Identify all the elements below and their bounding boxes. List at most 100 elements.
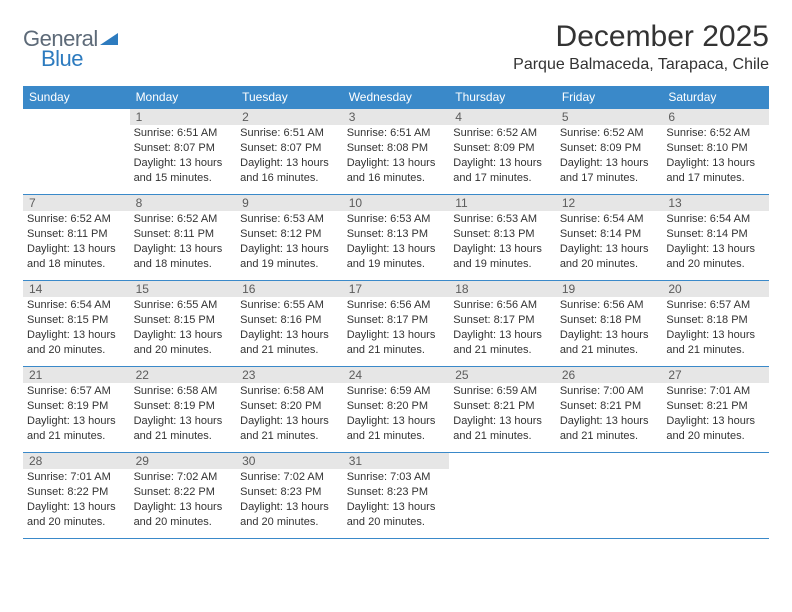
day-info: Sunrise: 6:52 AMSunset: 8:09 PMDaylight:…	[449, 125, 556, 187]
sunrise-text: Sunrise: 6:57 AM	[27, 384, 126, 399]
sunrise-text: Sunrise: 6:53 AM	[453, 212, 552, 227]
calendar-cell: 24Sunrise: 6:59 AMSunset: 8:20 PMDayligh…	[343, 367, 450, 453]
day-info: Sunrise: 7:00 AMSunset: 8:21 PMDaylight:…	[556, 383, 663, 445]
sunrise-text: Sunrise: 6:56 AM	[347, 298, 446, 313]
day-number: 17	[343, 281, 450, 297]
sunrise-text: Sunrise: 6:51 AM	[347, 126, 446, 141]
calendar-cell	[556, 453, 663, 539]
daylight-text: Daylight: 13 hours and 17 minutes.	[560, 156, 659, 186]
day-number: 5	[556, 109, 663, 125]
day-info: Sunrise: 6:52 AMSunset: 8:11 PMDaylight:…	[130, 211, 237, 273]
day-info: Sunrise: 6:56 AMSunset: 8:17 PMDaylight:…	[343, 297, 450, 359]
daylight-text: Daylight: 13 hours and 21 minutes.	[666, 328, 765, 358]
calendar-cell: 25Sunrise: 6:59 AMSunset: 8:21 PMDayligh…	[449, 367, 556, 453]
sunrise-text: Sunrise: 7:02 AM	[240, 470, 339, 485]
day-info: Sunrise: 6:58 AMSunset: 8:20 PMDaylight:…	[236, 383, 343, 445]
day-number: 7	[23, 195, 130, 211]
day-number: 23	[236, 367, 343, 383]
day-number: 11	[449, 195, 556, 211]
sunrise-text: Sunrise: 7:03 AM	[347, 470, 446, 485]
calendar-week-row: 1Sunrise: 6:51 AMSunset: 8:07 PMDaylight…	[23, 109, 769, 195]
calendar-cell	[662, 453, 769, 539]
header: General Blue December 2025 Parque Balmac…	[23, 20, 769, 78]
calendar-cell: 15Sunrise: 6:55 AMSunset: 8:15 PMDayligh…	[130, 281, 237, 367]
sunrise-text: Sunrise: 6:52 AM	[560, 126, 659, 141]
calendar-cell: 9Sunrise: 6:53 AMSunset: 8:12 PMDaylight…	[236, 195, 343, 281]
daylight-text: Daylight: 13 hours and 17 minutes.	[453, 156, 552, 186]
logo-word-2: Blue	[41, 46, 83, 71]
daylight-text: Daylight: 13 hours and 21 minutes.	[240, 414, 339, 444]
calendar-cell: 3Sunrise: 6:51 AMSunset: 8:08 PMDaylight…	[343, 109, 450, 195]
sunrise-text: Sunrise: 6:51 AM	[240, 126, 339, 141]
day-info: Sunrise: 6:57 AMSunset: 8:19 PMDaylight:…	[23, 383, 130, 445]
day-number: 29	[130, 453, 237, 469]
daylight-text: Daylight: 13 hours and 20 minutes.	[27, 328, 126, 358]
sunrise-text: Sunrise: 6:54 AM	[560, 212, 659, 227]
day-number	[23, 109, 130, 125]
calendar-cell: 12Sunrise: 6:54 AMSunset: 8:14 PMDayligh…	[556, 195, 663, 281]
day-info: Sunrise: 7:02 AMSunset: 8:23 PMDaylight:…	[236, 469, 343, 531]
calendar-cell: 16Sunrise: 6:55 AMSunset: 8:16 PMDayligh…	[236, 281, 343, 367]
day-number: 16	[236, 281, 343, 297]
daylight-text: Daylight: 13 hours and 19 minutes.	[240, 242, 339, 272]
day-info: Sunrise: 6:52 AMSunset: 8:10 PMDaylight:…	[662, 125, 769, 187]
day-number: 20	[662, 281, 769, 297]
calendar-week-row: 7Sunrise: 6:52 AMSunset: 8:11 PMDaylight…	[23, 195, 769, 281]
weekday-header: Wednesday	[343, 86, 450, 109]
day-info: Sunrise: 6:59 AMSunset: 8:21 PMDaylight:…	[449, 383, 556, 445]
sunset-text: Sunset: 8:13 PM	[453, 227, 552, 242]
calendar-cell: 19Sunrise: 6:56 AMSunset: 8:18 PMDayligh…	[556, 281, 663, 367]
daylight-text: Daylight: 13 hours and 21 minutes.	[560, 414, 659, 444]
sunset-text: Sunset: 8:10 PM	[666, 141, 765, 156]
calendar-cell: 29Sunrise: 7:02 AMSunset: 8:22 PMDayligh…	[130, 453, 237, 539]
day-number: 8	[130, 195, 237, 211]
day-number: 1	[130, 109, 237, 125]
daylight-text: Daylight: 13 hours and 16 minutes.	[347, 156, 446, 186]
sunset-text: Sunset: 8:11 PM	[27, 227, 126, 242]
sunset-text: Sunset: 8:19 PM	[134, 399, 233, 414]
weekday-header: Thursday	[449, 86, 556, 109]
day-number: 18	[449, 281, 556, 297]
sunset-text: Sunset: 8:16 PM	[240, 313, 339, 328]
sunrise-text: Sunrise: 6:59 AM	[453, 384, 552, 399]
daylight-text: Daylight: 13 hours and 21 minutes.	[240, 328, 339, 358]
sunrise-text: Sunrise: 7:02 AM	[134, 470, 233, 485]
daylight-text: Daylight: 13 hours and 16 minutes.	[240, 156, 339, 186]
sunset-text: Sunset: 8:09 PM	[560, 141, 659, 156]
sunrise-text: Sunrise: 6:56 AM	[453, 298, 552, 313]
day-info: Sunrise: 7:03 AMSunset: 8:23 PMDaylight:…	[343, 469, 450, 531]
day-info: Sunrise: 6:54 AMSunset: 8:15 PMDaylight:…	[23, 297, 130, 359]
sunset-text: Sunset: 8:13 PM	[347, 227, 446, 242]
day-info: Sunrise: 7:01 AMSunset: 8:22 PMDaylight:…	[23, 469, 130, 531]
calendar-week-row: 14Sunrise: 6:54 AMSunset: 8:15 PMDayligh…	[23, 281, 769, 367]
day-number: 9	[236, 195, 343, 211]
calendar-cell: 7Sunrise: 6:52 AMSunset: 8:11 PMDaylight…	[23, 195, 130, 281]
day-info: Sunrise: 6:57 AMSunset: 8:18 PMDaylight:…	[662, 297, 769, 359]
sunrise-text: Sunrise: 6:52 AM	[27, 212, 126, 227]
calendar-cell: 27Sunrise: 7:01 AMSunset: 8:21 PMDayligh…	[662, 367, 769, 453]
day-number: 30	[236, 453, 343, 469]
page-title: December 2025	[513, 20, 769, 54]
sunset-text: Sunset: 8:07 PM	[240, 141, 339, 156]
page-subtitle: Parque Balmaceda, Tarapaca, Chile	[513, 56, 769, 74]
daylight-text: Daylight: 13 hours and 19 minutes.	[453, 242, 552, 272]
sunrise-text: Sunrise: 6:54 AM	[27, 298, 126, 313]
sunrise-text: Sunrise: 7:00 AM	[560, 384, 659, 399]
day-number: 14	[23, 281, 130, 297]
daylight-text: Daylight: 13 hours and 21 minutes.	[134, 414, 233, 444]
weekday-header: Monday	[130, 86, 237, 109]
day-info: Sunrise: 6:52 AMSunset: 8:11 PMDaylight:…	[23, 211, 130, 273]
daylight-text: Daylight: 13 hours and 21 minutes.	[347, 414, 446, 444]
sunset-text: Sunset: 8:15 PM	[27, 313, 126, 328]
daylight-text: Daylight: 13 hours and 20 minutes.	[134, 500, 233, 530]
daylight-text: Daylight: 13 hours and 20 minutes.	[666, 414, 765, 444]
sunrise-text: Sunrise: 6:58 AM	[240, 384, 339, 399]
sunrise-text: Sunrise: 6:57 AM	[666, 298, 765, 313]
day-info: Sunrise: 6:51 AMSunset: 8:07 PMDaylight:…	[130, 125, 237, 187]
day-number: 3	[343, 109, 450, 125]
sunrise-text: Sunrise: 6:52 AM	[134, 212, 233, 227]
sunset-text: Sunset: 8:11 PM	[134, 227, 233, 242]
calendar-cell: 21Sunrise: 6:57 AMSunset: 8:19 PMDayligh…	[23, 367, 130, 453]
daylight-text: Daylight: 13 hours and 21 minutes.	[560, 328, 659, 358]
weekday-header: Saturday	[662, 86, 769, 109]
